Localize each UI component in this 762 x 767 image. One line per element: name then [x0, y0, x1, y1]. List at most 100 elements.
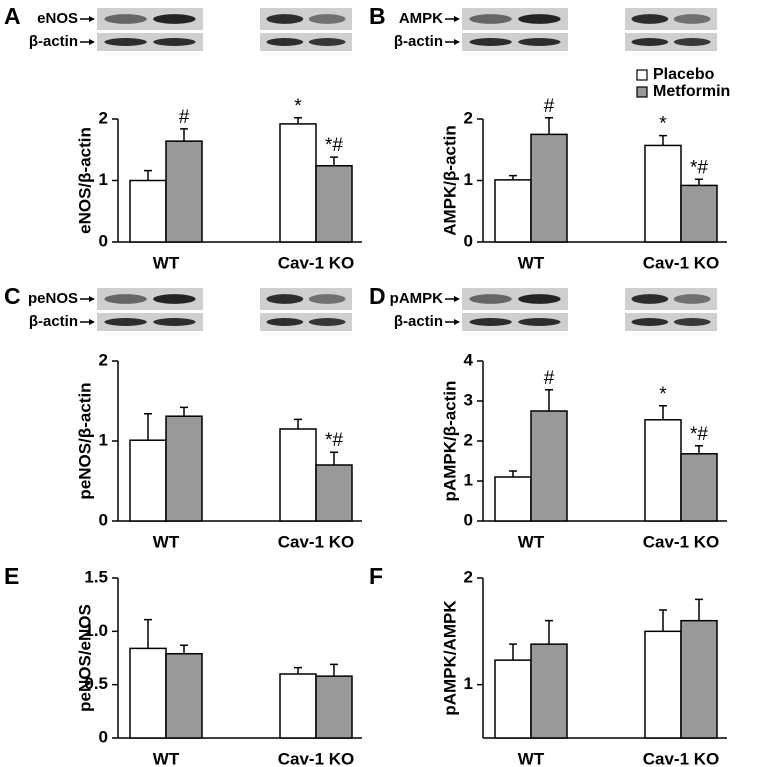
error-bar [695, 445, 703, 454]
bar [680, 619, 718, 739]
bar [315, 164, 353, 243]
x-tick-label: Cav-1 KO [278, 749, 355, 767]
annotation: *# [325, 135, 343, 156]
bar [680, 184, 718, 243]
error-bar [659, 405, 667, 420]
panel-label: F [369, 563, 383, 589]
error-bar [180, 406, 188, 417]
legend-swatch [636, 86, 648, 98]
bar [165, 652, 203, 739]
bar [315, 464, 353, 522]
y-tick-label: 4 [464, 350, 474, 369]
y-tick-label: 0 [99, 231, 108, 250]
blot-strip [260, 313, 352, 331]
error-bar [144, 169, 152, 181]
blot-label: β-actin [394, 313, 443, 330]
annotation: *# [690, 157, 708, 178]
annotation: # [544, 96, 555, 117]
blot-band [308, 318, 346, 326]
blot-band [153, 294, 196, 304]
x-tick-label: Cav-1 KO [643, 253, 720, 272]
x-tick-label: Cav-1 KO [643, 749, 720, 767]
y-tick-label: 2 [99, 108, 108, 127]
blot-band [153, 14, 196, 24]
blot-strip [462, 313, 568, 331]
x-tick-label: WT [153, 253, 180, 272]
bar [129, 439, 167, 522]
bar [129, 179, 167, 243]
blot-band [266, 294, 304, 304]
blot-band [631, 294, 669, 304]
blot-arrowhead [454, 319, 460, 325]
error-bar [659, 134, 667, 146]
error-bar [695, 178, 703, 186]
y-axis-label: eNOS/β-actin [75, 127, 94, 234]
blot-band [518, 318, 561, 326]
panel-label: B [369, 3, 386, 29]
y-tick-label: 2 [464, 430, 473, 449]
bar [279, 673, 317, 739]
blot-arrowhead [89, 16, 95, 22]
error-bar [509, 174, 517, 180]
y-tick-label: 1 [464, 470, 473, 489]
y-tick-label: 1 [99, 170, 108, 189]
panel-label: E [4, 563, 19, 589]
blot-strip [462, 8, 568, 30]
blot-strip [462, 288, 568, 310]
bar [494, 179, 532, 243]
blot-band [308, 38, 346, 46]
blot-strip [625, 288, 717, 310]
blot-arrowhead [454, 16, 460, 22]
error-bar [180, 644, 188, 654]
y-tick-label: 1 [99, 430, 108, 449]
blot-strip [260, 8, 352, 30]
blot-arrowhead [89, 296, 95, 302]
y-tick-label: 1.5 [84, 567, 108, 586]
error-bar [330, 156, 338, 166]
blot-band [266, 38, 304, 46]
blot-label: pAMPK [390, 290, 443, 307]
blot-band [153, 38, 196, 46]
blot-strip [97, 313, 203, 331]
error-bar [659, 609, 667, 632]
x-tick-label: WT [153, 749, 180, 767]
blot-strip [625, 313, 717, 331]
blot-band [266, 14, 304, 24]
y-tick-label: 0 [99, 727, 108, 746]
panel-label: D [369, 283, 386, 309]
x-tick-label: Cav-1 KO [278, 532, 355, 551]
y-tick-label: 2 [99, 350, 108, 369]
y-tick-label: 0 [464, 231, 473, 250]
blot-band [631, 14, 669, 24]
y-tick-label: 1 [464, 674, 473, 693]
blot-label: peNOS [28, 290, 78, 307]
blot-arrowhead [454, 296, 460, 302]
x-tick-label: Cav-1 KO [643, 532, 720, 551]
blot-label: β-actin [29, 33, 78, 50]
error-bar [545, 389, 553, 411]
blot-label: AMPK [399, 10, 443, 27]
y-tick-label: 1.0 [84, 621, 108, 640]
blot-strip [625, 33, 717, 51]
bar [279, 428, 317, 522]
bar [279, 123, 317, 243]
blot-arrowhead [89, 319, 95, 325]
blot-band [518, 294, 561, 304]
blot-strip [260, 33, 352, 51]
blot-strip [625, 8, 717, 30]
legend-swatch [636, 69, 648, 81]
blot-band [266, 318, 304, 326]
bar [530, 410, 568, 522]
error-bar [144, 618, 152, 649]
error-bar [330, 663, 338, 677]
blot-strip [260, 288, 352, 310]
error-bar [294, 666, 302, 674]
y-axis-label: peNOS/β-actin [75, 382, 94, 499]
y-tick-label: 2 [464, 567, 473, 586]
x-tick-label: WT [518, 253, 545, 272]
y-tick-label: 3 [464, 390, 473, 409]
blot-band [518, 38, 561, 46]
error-bar [545, 619, 553, 645]
blot-band [153, 318, 196, 326]
blot-band [673, 318, 711, 326]
